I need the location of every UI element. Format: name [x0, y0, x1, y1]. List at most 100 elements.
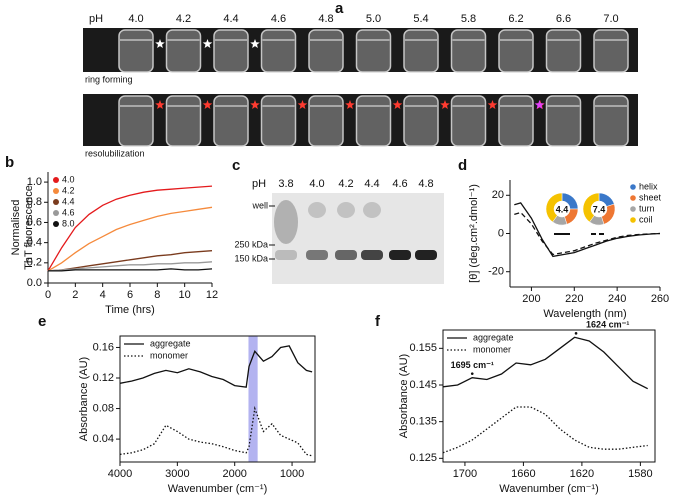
- panel-label: b: [5, 154, 14, 171]
- y-tick-label: 0.135: [409, 416, 437, 428]
- tube: [593, 29, 629, 73]
- star-marker: [345, 100, 355, 109]
- ph-value: 5.8: [461, 13, 476, 25]
- legend-label: coil: [639, 214, 653, 224]
- ph-value: 4.0: [309, 178, 324, 190]
- gel-well-band: [363, 202, 381, 218]
- ph-value: 5.4: [413, 13, 428, 25]
- y-tick-label: 0.08: [93, 402, 114, 414]
- axis-frame: [442, 329, 656, 463]
- star-marker: [250, 100, 260, 109]
- gel-band: [389, 250, 411, 260]
- legend-swatch: [53, 177, 59, 183]
- star-marker: [487, 100, 498, 109]
- tube: [450, 29, 487, 73]
- x-tick-label: 1620: [570, 468, 594, 480]
- y-axis-label: [θ] (deg.cm².dmol⁻¹): [468, 184, 480, 283]
- x-tick-label: 260: [651, 293, 669, 305]
- y-axis-label: ThT fluorescence: [23, 185, 35, 270]
- gel-smear: [274, 200, 298, 244]
- x-tick-label: 6: [127, 289, 133, 301]
- x-tick-label: 240: [608, 293, 626, 305]
- y-tick-label: 0.145: [409, 379, 437, 391]
- x-tick-label: 0: [45, 289, 51, 301]
- star-marker: [155, 100, 165, 109]
- ph-label: pH: [252, 178, 266, 190]
- legend-label: 4.2: [62, 185, 75, 195]
- highlight-band: [248, 336, 258, 462]
- x-axis-label: Wavelength (nm): [543, 308, 626, 320]
- legend-label: monomer: [150, 350, 188, 360]
- legend-label: turn: [639, 203, 655, 213]
- tube: [165, 29, 202, 73]
- caption: resolubilization: [85, 148, 145, 158]
- y-tick-label: 0.2: [27, 257, 42, 269]
- ph-value: 4.4: [223, 13, 238, 25]
- ph-value: 4.6: [271, 13, 286, 25]
- gel-band: [361, 250, 383, 260]
- panel-label: d: [458, 157, 467, 174]
- star-marker: [155, 39, 165, 48]
- data-line: [119, 345, 313, 388]
- data-line: [47, 206, 213, 272]
- legend-label: sheet: [639, 192, 662, 202]
- gel-well-band: [308, 202, 326, 218]
- ph-value: 3.8: [278, 178, 293, 190]
- panel-label: a: [335, 0, 344, 17]
- legend-label: aggregate: [150, 338, 191, 348]
- ph-value: 4.6: [392, 178, 407, 190]
- tube: [260, 29, 297, 73]
- star-marker: [250, 39, 260, 48]
- ph-value: 7.0: [603, 13, 618, 25]
- star-marker: [202, 39, 213, 48]
- legend-swatch: [630, 217, 636, 223]
- x-tick-label: 2000: [222, 468, 246, 480]
- panel-label: f: [375, 313, 381, 330]
- x-tick-label: 3000: [165, 468, 189, 480]
- tube: [545, 95, 582, 147]
- x-tick-label: 1700: [453, 468, 477, 480]
- star-marker: [392, 100, 403, 109]
- annotation: 1695 cm⁻¹: [451, 360, 494, 370]
- tube: [165, 95, 202, 147]
- legend-swatch: [53, 210, 59, 216]
- x-tick-label: 8: [154, 289, 160, 301]
- x-tick-label: 4: [100, 289, 106, 301]
- star-marker: [534, 100, 545, 109]
- donut-slice: [545, 192, 563, 223]
- ph-value: 4.8: [318, 13, 333, 25]
- donut-label: 4.4: [556, 204, 569, 214]
- tube: [403, 95, 439, 147]
- donut-label: 7.4: [593, 204, 606, 214]
- legend-label: 4.0: [62, 174, 75, 184]
- ph-value: 4.2: [338, 178, 353, 190]
- donut-slice: [582, 192, 600, 223]
- x-tick-label: 2: [72, 289, 78, 301]
- legend-label: monomer: [473, 344, 511, 354]
- x-tick-label: 10: [179, 289, 191, 301]
- x-tick-label: 200: [522, 293, 540, 305]
- data-line: [442, 336, 648, 390]
- x-tick-label: 4000: [108, 468, 132, 480]
- ph-value: 4.8: [418, 178, 433, 190]
- legend-swatch: [53, 221, 59, 227]
- data-line: [442, 406, 648, 454]
- x-axis-label: Wavenumber (cm⁻¹): [499, 483, 599, 495]
- tube: [308, 95, 344, 147]
- x-tick-label: 12: [206, 289, 218, 301]
- star-marker: [202, 100, 213, 109]
- x-axis-label: Wavenumber (cm⁻¹): [168, 483, 268, 495]
- y-tick-label: 0.16: [93, 341, 114, 353]
- y-tick-label: 1.0: [27, 176, 42, 188]
- gel-band: [275, 250, 297, 260]
- data-line: [48, 268, 213, 272]
- y-tick-label: 0: [498, 227, 504, 239]
- y-tick-label: 0.12: [93, 372, 114, 384]
- y-tick-label: 0.04: [93, 433, 114, 445]
- star-marker: [440, 100, 450, 109]
- legend-label: 4.6: [62, 207, 75, 217]
- data-line: [47, 185, 213, 272]
- x-tick-label: 220: [565, 293, 583, 305]
- legend-swatch: [53, 188, 59, 194]
